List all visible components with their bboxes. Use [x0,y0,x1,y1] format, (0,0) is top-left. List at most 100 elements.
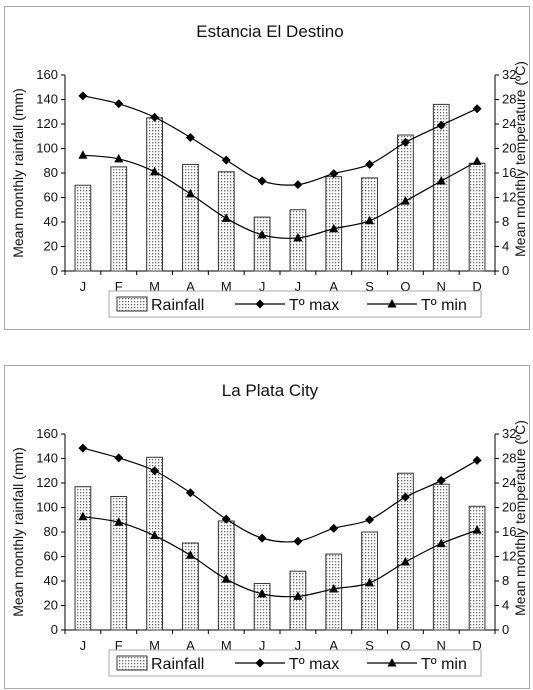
rainfall-bar [110,166,128,272]
left-tick-label: 160 [36,426,58,441]
tmax-point [78,443,88,453]
legend-tmax-marker [255,299,265,309]
tmin-line [82,516,478,598]
month-label: S [365,638,374,653]
right-axis-title: Mean monthly temperature (ºC) [512,420,528,616]
tmin-point [257,229,267,239]
tmax-point [185,488,195,498]
tmin-point [436,175,446,185]
month-label: O [400,638,410,653]
tmin-point [78,511,88,521]
right-tick-label: 32 [502,426,516,441]
right-tick-label: 12 [502,190,516,205]
right-tick-label: 20 [502,141,516,156]
tmax-point [185,132,195,142]
month-label: D [472,279,481,294]
tmax-point [329,169,339,179]
rainfall-bar [146,117,163,272]
left-tick-label: 20 [44,239,58,254]
legend-tmin-label: Tº min [421,656,467,673]
legend-tmax-marker [255,658,265,668]
month-label: A [329,279,338,294]
tmin-point [185,550,195,559]
left-tick-label: 120 [36,475,58,490]
left-tick-label: 60 [44,190,58,205]
tmin-point [400,557,410,566]
right-tick-label: 0 [502,622,509,637]
tmin-point [150,166,160,176]
left-tick-label: 100 [36,141,58,156]
tmin-point [365,215,375,225]
left-tick-label: 140 [36,451,58,466]
left-tick-label: 120 [36,116,58,131]
rainfall-bar [432,103,450,272]
rainfall-bar [397,472,414,631]
chart-panel-estancia-el-destino: Estancia El Destino 0 20 40 60 80 100 120 140 160… [4,6,530,330]
legend-tmin-label: Tº min [421,297,467,314]
right-tick-label: 28 [502,92,516,107]
legend-tmin-marker [387,658,397,667]
month-label: A [329,638,338,653]
right-tick-label: 8 [502,573,509,588]
tmin-point [365,577,375,587]
month-label: J [259,279,266,294]
tmin-point [221,213,231,222]
legend-rainfall-swatch [116,296,148,312]
month-label: J [295,638,302,653]
tmin-point [257,588,267,598]
right-tick-label: 28 [502,451,516,466]
chart-title: Estancia El Destino [196,22,343,41]
tmax-point [293,536,303,546]
tmax-point [400,137,410,147]
left-axis-title: Mean monthly rainfall (mm) [10,447,26,617]
rainfall-bar [146,456,163,631]
tmax-point [472,455,482,465]
month-label: F [115,638,123,653]
tmax-point [257,533,267,543]
legend-tmax-label: Tº max [289,297,339,314]
left-axis-title: Mean monthly rainfall (mm) [10,88,26,258]
tmin-point [185,188,195,198]
rainfall-bar [468,505,486,631]
chart-svg-la-plata-city: La Plata City 0 20 40 60 80 100 120 140 160 0 4 8 12 1… [10,381,528,677]
legend-box [108,649,482,677]
tmin-point [436,538,446,548]
tmax-point [365,515,375,525]
rainfall-bar [110,495,128,631]
month-label: D [472,638,481,653]
right-tick-label: 20 [502,500,516,515]
tmax-point [293,180,303,190]
right-tick-label: 16 [502,165,516,180]
tmax-point [78,91,88,101]
month-label: J [259,638,266,653]
tmax-point [436,120,446,130]
right-tick-label: 0 [502,263,509,278]
month-label: F [115,279,123,294]
tmin-point [472,156,482,165]
tmin-point [293,232,303,242]
tmin-point [329,223,339,233]
legend-tmax-label: Tº max [289,656,339,673]
left-tick-label: 140 [36,92,58,107]
month-label: M [149,638,160,653]
month-label: M [221,279,232,294]
tmax-point [150,466,160,476]
month-label: A [186,279,195,294]
rainfall-bar [74,486,92,631]
tmin-point [78,150,88,159]
tmax-point [221,155,231,165]
month-label: J [80,279,87,294]
tmax-point [114,453,124,463]
chart-svg-estancia-el-destino: Estancia El Destino020406080100120140160… [10,22,528,318]
tmin-point [472,525,482,534]
right-tick-label: 8 [502,214,509,229]
legend-box [108,290,482,318]
month-label: N [437,279,446,294]
legend-rainfall-label: Rainfall [151,656,204,673]
left-tick-label: 40 [44,573,58,588]
chart-panel-la-plata-city: La Plata City 0 20 40 60 80 100 120 140 160 0 4 8 12 1… [4,365,530,689]
left-tick-label: 20 [44,598,58,613]
left-tick-label: 160 [36,67,58,82]
tmin-point [400,196,410,205]
tmax-point [257,176,267,186]
